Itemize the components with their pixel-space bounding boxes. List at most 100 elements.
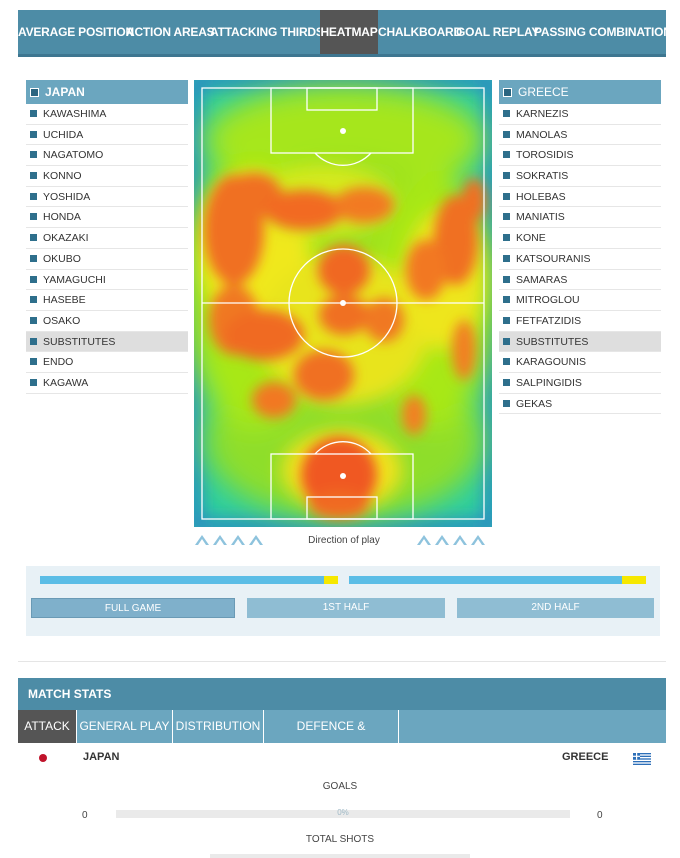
player-row[interactable]: KATSOURANIS bbox=[499, 249, 661, 270]
checkbox-icon bbox=[30, 88, 39, 97]
player-name: MITROGLOU bbox=[516, 294, 580, 307]
player-name: OKUBO bbox=[43, 252, 81, 265]
checkbox-icon bbox=[30, 254, 37, 262]
player-row[interactable]: HASEBE bbox=[26, 290, 188, 311]
checkbox-icon bbox=[503, 234, 510, 242]
tab-general-play[interactable]: GENERAL PLAY bbox=[77, 710, 173, 743]
player-row[interactable]: MITROGLOU bbox=[499, 290, 661, 311]
checkbox-icon bbox=[30, 316, 37, 324]
first-half-button[interactable]: 1ST HALF bbox=[247, 598, 445, 618]
player-row[interactable]: HONDA bbox=[26, 207, 188, 229]
checkbox-icon bbox=[503, 358, 510, 366]
tab-goal-replay[interactable]: GOAL REPLAY bbox=[456, 25, 540, 39]
divider bbox=[18, 661, 666, 662]
team-name: GREECE bbox=[518, 85, 569, 99]
checkbox-icon bbox=[30, 296, 37, 304]
tab-chalkboard[interactable]: CHALKBOARD bbox=[378, 25, 462, 39]
player-name: UCHIDA bbox=[43, 128, 84, 141]
player-row[interactable]: KONE bbox=[499, 228, 661, 249]
player-row[interactable]: KAWASHIMA bbox=[26, 104, 188, 125]
checkbox-icon bbox=[503, 316, 510, 324]
checkbox-icon bbox=[503, 172, 510, 180]
team-header-japan[interactable]: JAPAN bbox=[26, 80, 188, 104]
goals-percentage: 0% bbox=[337, 808, 349, 817]
player-row[interactable]: OKAZAKI bbox=[26, 228, 188, 249]
player-name: MANIATIS bbox=[516, 211, 565, 224]
match-stats-header: MATCH STATS bbox=[18, 678, 666, 710]
tab-action-areas[interactable]: ACTION AREAS bbox=[126, 25, 215, 39]
player-name: ENDO bbox=[43, 356, 74, 369]
player-row[interactable]: KARAGOUNIS bbox=[499, 352, 661, 373]
checkbox-icon bbox=[503, 213, 510, 221]
tab-average-position[interactable]: AVERAGE POSITION bbox=[18, 25, 134, 39]
tab-attack[interactable]: ATTACK bbox=[18, 710, 77, 743]
player-row[interactable]: KONNO bbox=[26, 166, 188, 187]
player-name: FETFATZIDIS bbox=[516, 314, 582, 327]
tab-distribution[interactable]: DISTRIBUTION bbox=[173, 710, 264, 743]
chevron-up-icon bbox=[195, 535, 209, 545]
player-row[interactable]: SAMARAS bbox=[499, 270, 661, 291]
player-row[interactable]: NAGATOMO bbox=[26, 145, 188, 167]
player-row[interactable]: TOROSIDIS bbox=[499, 145, 661, 167]
player-row[interactable]: SOKRATIS bbox=[499, 166, 661, 187]
player-name: SAMARAS bbox=[516, 273, 568, 286]
player-name: TOROSIDIS bbox=[516, 149, 574, 162]
checkbox-icon bbox=[503, 275, 510, 283]
tab-defence-discipline[interactable]: DEFENCE & DISCIPLINE bbox=[264, 710, 399, 766]
direction-arrows-right bbox=[416, 532, 486, 546]
full-game-button[interactable]: FULL GAME bbox=[31, 598, 235, 618]
total-shots-bar bbox=[210, 854, 470, 858]
player-name: KAGAWA bbox=[43, 376, 89, 389]
second-half-button[interactable]: 2ND HALF bbox=[457, 598, 654, 618]
player-row[interactable]: MANOLAS bbox=[499, 125, 661, 146]
checkbox-icon bbox=[30, 172, 37, 180]
tab-attacking-thirds[interactable]: ATTACKING THIRDS bbox=[210, 25, 324, 39]
player-name: KONE bbox=[516, 232, 546, 245]
tab-heatmap[interactable]: HEATMAP bbox=[320, 10, 378, 54]
checkbox-icon bbox=[503, 399, 510, 407]
player-row[interactable]: OSAKO bbox=[26, 311, 188, 332]
player-name: YAMAGUCHI bbox=[43, 273, 106, 286]
player-name: GEKAS bbox=[516, 397, 553, 410]
team-header-greece[interactable]: GREECE bbox=[499, 80, 661, 104]
checkbox-icon bbox=[30, 378, 37, 386]
player-row[interactable]: KAGAWA bbox=[26, 373, 188, 394]
player-name: KARAGOUNIS bbox=[516, 356, 587, 369]
tab-passing-combination[interactable]: PASSING COMBINATION bbox=[534, 25, 672, 39]
goals-home-value: 0 bbox=[82, 810, 88, 821]
second-half-timeline[interactable] bbox=[349, 576, 646, 584]
checkbox-icon bbox=[503, 151, 510, 159]
greece-player-list: GREECE KARNEZIS MANOLAS TOROSIDIS SOKRAT… bbox=[499, 80, 661, 415]
checkbox-icon bbox=[30, 130, 37, 138]
checkbox-icon bbox=[30, 192, 37, 200]
checkbox-icon bbox=[30, 358, 37, 366]
japan-player-list: JAPAN KAWASHIMA UCHIDA NAGATOMO KONNO YO… bbox=[26, 80, 188, 394]
player-row[interactable]: ENDO bbox=[26, 352, 188, 373]
chevron-up-icon bbox=[435, 535, 449, 545]
player-name: KARNEZIS bbox=[516, 108, 569, 120]
checkbox-icon bbox=[30, 234, 37, 242]
greece-flag-icon bbox=[633, 753, 651, 765]
player-row[interactable]: GEKAS bbox=[499, 394, 661, 415]
team-name: JAPAN bbox=[45, 85, 85, 99]
player-name: MANOLAS bbox=[516, 128, 568, 141]
player-row[interactable]: SALPINGIDIS bbox=[499, 373, 661, 394]
chevron-up-icon bbox=[249, 535, 263, 545]
first-half-timeline[interactable] bbox=[40, 576, 338, 584]
player-row[interactable]: OKUBO bbox=[26, 249, 188, 270]
player-row[interactable]: UCHIDA bbox=[26, 125, 188, 146]
checkbox-icon bbox=[30, 110, 37, 117]
player-name: HONDA bbox=[43, 211, 81, 224]
player-row[interactable]: HOLEBAS bbox=[499, 187, 661, 208]
player-name: HOLEBAS bbox=[516, 190, 566, 203]
player-row[interactable]: YOSHIDA bbox=[26, 187, 188, 208]
player-name: OKAZAKI bbox=[43, 232, 89, 245]
player-row[interactable]: KARNEZIS bbox=[499, 104, 661, 125]
chevron-up-icon bbox=[453, 535, 467, 545]
direction-arrows-left bbox=[194, 532, 264, 546]
away-team-name: GREECE bbox=[562, 751, 609, 763]
player-row[interactable]: FETFATZIDIS bbox=[499, 311, 661, 332]
player-row[interactable]: YAMAGUCHI bbox=[26, 270, 188, 291]
player-row[interactable]: MANIATIS bbox=[499, 207, 661, 229]
checkbox-icon bbox=[503, 378, 510, 386]
